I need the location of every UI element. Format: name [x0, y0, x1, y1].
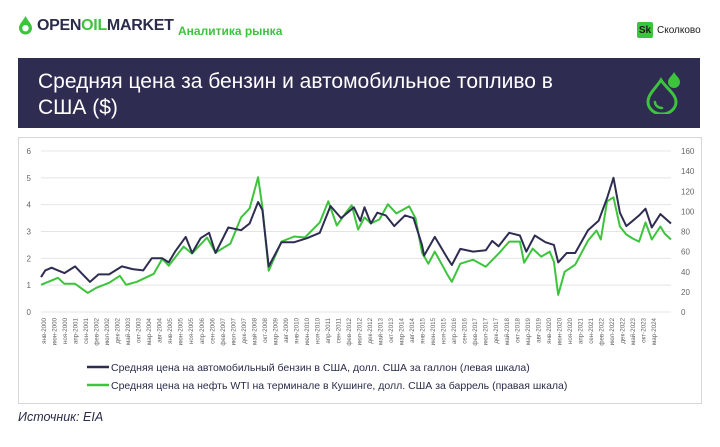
right-axis-tick-label: 0	[681, 308, 686, 317]
wti-price-line	[40, 176, 672, 296]
x-axis-tick-label: окт-2023	[641, 317, 648, 342]
skolkovo-badge: Sk	[637, 22, 653, 38]
right-axis-tick-label: 40	[681, 268, 690, 277]
x-axis-tick-label: авг-2009	[283, 317, 290, 342]
x-axis-tick-label: май-2003	[125, 317, 132, 345]
x-axis-tick-label: мар-2014	[399, 317, 406, 345]
x-axis-tick-label: фев-2012	[346, 317, 353, 345]
x-axis-tick-label: дек-2017	[493, 317, 500, 343]
x-axis-tick-label: май-2008	[251, 317, 258, 345]
x-axis-tick-label: ноя-2005	[188, 317, 195, 344]
right-axis-tick-label: 60	[681, 248, 690, 257]
x-axis-tick-label: май-2023	[630, 317, 637, 345]
left-axis-tick-label: 1	[27, 281, 32, 290]
gasoline-price-line	[40, 176, 672, 283]
x-axis-tick-label: авг-2004	[157, 317, 164, 342]
x-axis-tick-label: апр-2021	[577, 317, 584, 344]
x-axis-tick-label: ноя-2015	[441, 317, 448, 344]
x-axis-tick-label: фев-2017	[472, 317, 479, 345]
x-axis-tick-label: сен-2011	[336, 317, 343, 343]
x-axis-tick-label: окт-2003	[136, 317, 143, 342]
x-axis-tick-label: окт-2018	[514, 317, 521, 342]
skolkovo-logo[interactable]: Sk Сколково	[637, 22, 701, 38]
left-axis-tick-label: 6	[27, 147, 32, 156]
header: OPENOILMARKET Аналитика рынка Sk Сколков…	[0, 0, 720, 58]
x-axis-tick-label: мар-2019	[525, 317, 532, 345]
oil-drops-icon	[646, 72, 680, 114]
right-axis-tick-label: 120	[681, 187, 695, 196]
x-axis-tick-label: мар-2024	[651, 317, 658, 345]
x-axis-tick-label: май-2018	[504, 317, 511, 345]
x-axis-tick-label: ноя-2020	[567, 317, 574, 344]
legend-label-gasoline: Средняя цена на автомобильный бензин в С…	[111, 362, 530, 374]
x-axis-tick-label: мар-2009	[272, 317, 279, 345]
source-note: Источник: EIA	[18, 410, 104, 424]
x-axis-tick-label: сен-2006	[209, 317, 216, 343]
x-axis-tick-label: июл-2012	[357, 317, 364, 345]
x-axis-tick-label: авг-2014	[409, 317, 416, 342]
x-axis-tick-label: июл-2007	[230, 317, 237, 345]
openoilmarket-logo[interactable]: OPENOILMARKET	[18, 16, 174, 35]
x-axis-tick-label: фев-2007	[220, 317, 227, 345]
x-axis-tick-label: янв-2000	[41, 317, 48, 343]
x-axis-tick-label: фев-2022	[598, 317, 605, 345]
x-axis-tick-label: сен-2021	[588, 317, 595, 343]
x-axis-tick-label: июн-2015	[430, 317, 437, 345]
x-axis-tick-label: июн-2010	[304, 317, 311, 345]
right-axis-tick-label: 80	[681, 228, 690, 237]
x-axis-tick-label: дек-2022	[619, 317, 626, 343]
left-axis-tick-label: 0	[27, 308, 32, 317]
x-axis-tick-label: фев-2002	[94, 317, 101, 345]
x-axis-tick-label: апр-2006	[199, 317, 206, 344]
x-axis-tick-label: июн-2020	[556, 317, 563, 345]
right-axis-tick-label: 20	[681, 288, 690, 297]
left-axis-tick-label: 3	[27, 228, 32, 237]
x-axis-tick-label: июн-2000	[52, 317, 59, 345]
x-axis-tick-label: ноя-2000	[62, 317, 69, 344]
x-axis-tick-label: янв-2005	[167, 317, 174, 343]
x-axis-tick-label: окт-2013	[388, 317, 395, 342]
x-axis-tick-label: апр-2016	[451, 317, 458, 344]
x-axis-tick-label: янв-2010	[293, 317, 300, 343]
x-axis-tick-label: дек-2012	[367, 317, 374, 343]
x-axis-tick-label: июн-2005	[178, 317, 185, 345]
title-banner: Средняя цена за бензин и автомобильное т…	[18, 58, 700, 128]
oil-drop-icon	[19, 16, 32, 35]
x-axis-tick-label: дек-2007	[241, 317, 248, 343]
page-title: Средняя цена за бензин и автомобильное т…	[38, 70, 553, 119]
x-axis-tick-label: янв-2015	[420, 317, 427, 343]
x-axis-tick-label: июл-2022	[609, 317, 616, 345]
x-axis-tick-label: окт-2008	[262, 317, 269, 342]
legend-label-wti: Средняя цена на нефть WTI на терминале в…	[111, 380, 567, 392]
x-axis-tick-label: апр-2001	[73, 317, 80, 344]
x-axis-tick-label: авг-2019	[535, 317, 542, 342]
x-axis-tick-label: сен-2001	[83, 317, 90, 343]
skolkovo-name: Сколково	[657, 24, 701, 36]
x-axis-tick-label: мар-2004	[146, 317, 153, 345]
tagline: Аналитика рынка	[178, 24, 283, 38]
right-axis-tick-label: 160	[681, 147, 695, 156]
x-axis-tick-label: дек-2002	[115, 317, 122, 343]
x-axis-tick-label: сен-2016	[462, 317, 469, 343]
right-axis-tick-label: 100	[681, 207, 695, 216]
x-axis-tick-label: июл-2002	[104, 317, 111, 345]
chart-container: 0 1 2 3 4 5 6 0 20 40 60 80 100 120 140 160 янв-2000 июн-…	[18, 137, 702, 404]
left-axis-tick-label: 2	[27, 254, 32, 263]
x-axis-tick-label: апр-2011	[325, 317, 332, 343]
x-axis-tick-label: ноя-2010	[314, 317, 321, 344]
x-axis-tick-label: июл-2017	[483, 317, 490, 345]
x-axis-tick-label: янв-2020	[546, 317, 553, 343]
logo-wordmark: OPENOILMARKET	[37, 16, 174, 34]
left-axis-tick-label: 4	[27, 201, 32, 210]
left-axis-tick-label: 5	[27, 174, 32, 183]
right-axis-tick-label: 140	[681, 167, 695, 176]
x-axis-tick-label: май-2013	[378, 317, 385, 345]
